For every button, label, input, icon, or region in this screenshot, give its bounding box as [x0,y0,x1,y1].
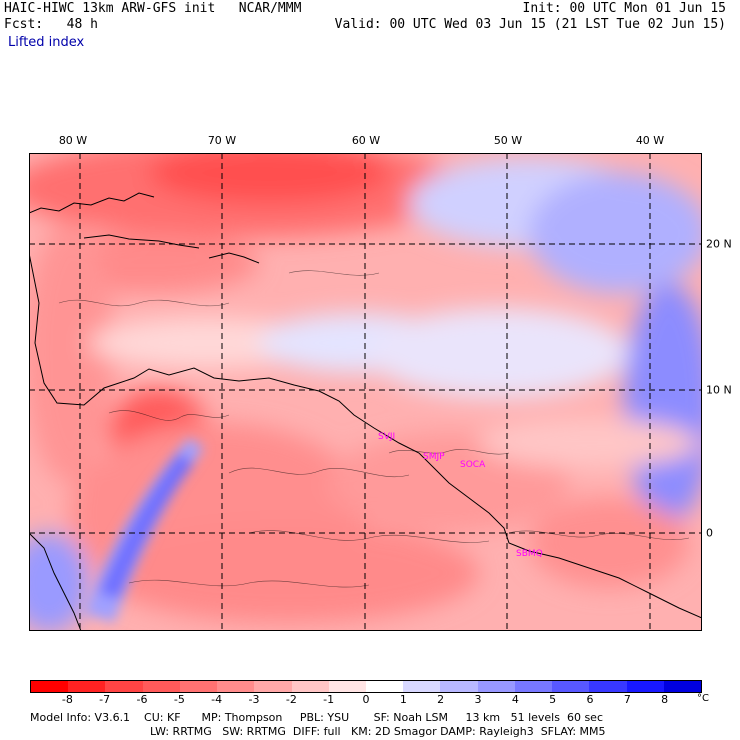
andes-low-band [84,438,204,623]
colorbar-tick-label: 5 [549,693,557,706]
lat-lon-grid [29,153,702,631]
latitude-label: 10 N [706,383,732,397]
colorbar-tick-label: 3 [474,693,482,706]
longitude-label: 40 W [635,134,665,147]
colorbar-segment [440,681,478,692]
colorbar-segment [105,681,143,692]
colorbar-segment [68,681,106,692]
colorbar-segment [31,681,69,692]
colorbar-tick-label: 8 [661,693,669,706]
colorbar-segment [254,681,292,692]
model-title: HAIC-HIWC 13km ARW-GFS init NCAR/MMM [4,1,302,16]
model-info-line2: LW: RRTMG SW: RRTMG DIFF: full KM: 2D Sm… [150,725,606,738]
colorbar-tick-label: 6 [586,693,594,706]
colorbar-segment [589,681,627,692]
coastlines [29,192,702,631]
colorbar-tick-label: 2 [437,693,445,706]
station-label: SVJI [378,432,396,442]
station-label: SMJP [423,452,445,462]
colorbar-segment [179,681,218,692]
colorbar-tick-label: -5 [173,693,185,706]
colorbar-tick-label: -3 [248,693,260,706]
longitude-label: 50 W [493,134,523,147]
colorbar [30,680,702,693]
colorbar-segment [477,681,515,692]
map-frame [29,153,702,631]
colorbar-tick-label: 4 [511,693,519,706]
colorbar-segment [626,681,664,692]
longitude-label: 80 W [58,134,88,147]
colorbar-segment [552,681,590,692]
colorbar-unit: °C [697,693,709,704]
latitude-label: 20 N [706,237,732,251]
station-label: SOCA [460,460,486,470]
colorbar-tick-label: -4 [211,693,223,706]
colorbar-segment [142,681,180,692]
longitude-label: 70 W [207,134,237,147]
contours [58,270,690,588]
colorbar-segment [217,681,255,692]
colorbar-segment [291,681,329,692]
colorbar-segment [365,681,404,692]
colorbar-tick-label: -2 [285,693,297,706]
station-label: SBMQ [516,549,543,559]
model-info-line1: Model Info: V3.6.1 CU: KF MP: Thompson P… [30,711,603,724]
colorbar-tick-label: -6 [136,693,148,706]
colorbar-tick-label: -1 [323,693,335,706]
init-time: Init: 00 UTC Mon 01 Jun 15 [522,1,727,16]
colorbar-segment [663,681,701,692]
colorbar-segment [328,681,366,692]
longitude-label: 60 W [351,134,381,147]
latitude-label: 0 [706,526,713,540]
field-name: Lifted index [8,35,85,50]
colorbar-segment [403,681,441,692]
colorbar-tick-label: -7 [99,693,111,706]
colorbar-tick-label: -8 [61,693,73,706]
colorbar-tick-label: 0 [362,693,370,706]
lifted-index-map [29,153,702,631]
forecast-hour: Fcst: 48 h [4,17,98,32]
valid-time: Valid: 00 UTC Wed 03 Jun 15 (21 LST Tue … [334,17,726,32]
colorbar-tick-label: 1 [399,693,407,706]
field-shading [29,153,702,631]
colorbar-labels: -8 -7 -6 -5 -4 -3 -2 -1 0 1 2 3 4 5 6 7 8 [30,693,702,707]
colorbar-tick-label: 7 [623,693,631,706]
colorbar-segment [514,681,553,692]
